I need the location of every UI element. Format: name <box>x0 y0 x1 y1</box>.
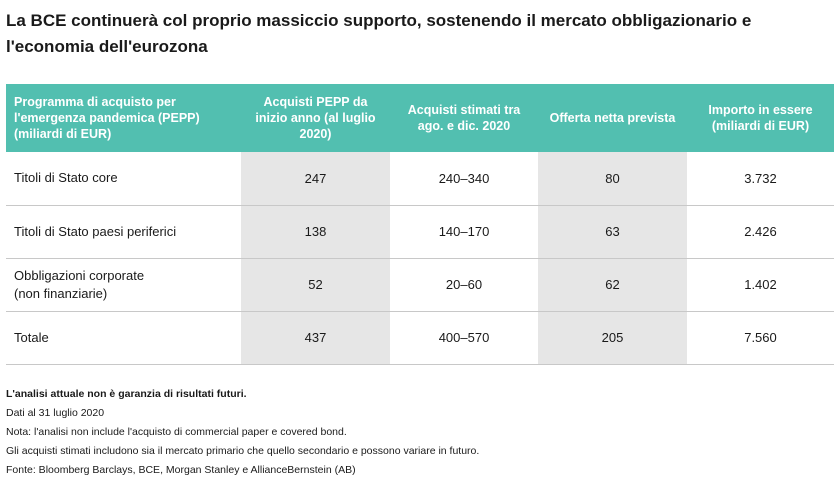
column-header-ytd-purchases: Acquisti PEPP da inizio anno (al luglio … <box>241 84 390 152</box>
table-cell: 240–340 <box>390 152 538 206</box>
page-title: La BCE continuerà col proprio massiccio … <box>6 11 752 56</box>
column-header-net-supply: Offerta netta prevista <box>538 84 687 152</box>
row-label: Titoli di Stato core <box>6 152 241 206</box>
table-cell: 437 <box>241 311 390 365</box>
table-cell: 205 <box>538 311 687 365</box>
table-cell: 140–170 <box>390 205 538 259</box>
row-label: Titoli di Stato paesi periferici <box>6 205 241 259</box>
table-cell: 62 <box>538 258 687 312</box>
column-header-estimated-purchases: Acquisti stimati tra ago. e dic. 2020 <box>390 84 538 152</box>
table-cell: 52 <box>241 258 390 312</box>
row-label: Totale <box>6 311 241 365</box>
table-row: Obbligazioni corporate (non finanziarie)… <box>6 258 834 312</box>
data-date-text: Dati al 31 luglio 2020 <box>6 407 105 419</box>
column-header-program: Programma di acquisto per l'emergenza pa… <box>6 84 241 152</box>
table-cell: 2.426 <box>687 205 834 259</box>
table-cell: 1.402 <box>687 258 834 312</box>
table-cell: 80 <box>538 152 687 206</box>
table-cell: 63 <box>538 205 687 259</box>
table-cell: 3.732 <box>687 152 834 206</box>
row-label: Obbligazioni corporate (non finanziarie) <box>6 258 241 312</box>
table-header-row: Programma di acquisto per l'emergenza pa… <box>6 84 834 152</box>
table-cell: 7.560 <box>687 311 834 365</box>
table-cell: 400–570 <box>390 311 538 365</box>
table-cell: 138 <box>241 205 390 259</box>
note-text: Nota: l'analisi non include l'acquisto d… <box>6 426 347 438</box>
table-cell: 20–60 <box>390 258 538 312</box>
pepp-table: Programma di acquisto per l'emergenza pa… <box>6 84 834 365</box>
table-cell: 247 <box>241 152 390 206</box>
footnotes: L'analisi attuale non è garanzia di risu… <box>6 385 834 480</box>
source-text: Fonte: Bloomberg Barclays, BCE, Morgan S… <box>6 464 356 476</box>
disclaimer-text: L'analisi attuale non è garanzia di risu… <box>6 388 247 400</box>
column-header-outstanding: Importo in essere (miliardi di EUR) <box>687 84 834 152</box>
table-row: Titoli di Stato core 247 240–340 80 3.73… <box>6 152 834 206</box>
table-row-total: Totale 437 400–570 205 7.560 <box>6 311 834 365</box>
note-text: Gli acquisti stimati includono sia il me… <box>6 445 480 457</box>
table-row: Titoli di Stato paesi periferici 138 140… <box>6 205 834 259</box>
